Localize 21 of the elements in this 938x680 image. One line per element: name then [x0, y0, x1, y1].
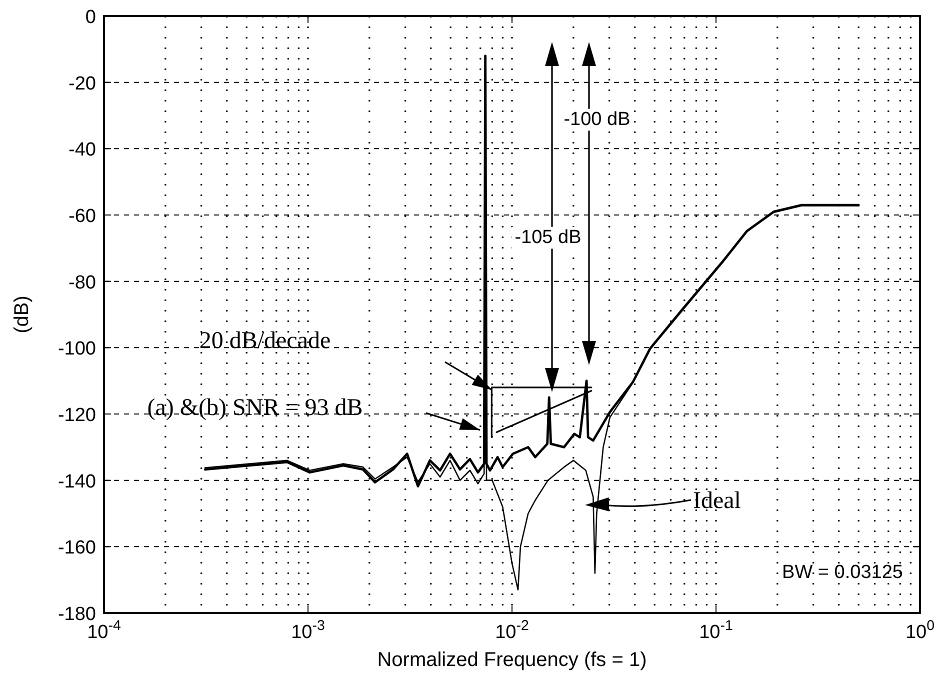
y-tick-label: 0: [85, 7, 96, 28]
y-tick-label: -100: [58, 338, 96, 360]
y-tick-label: -120: [58, 405, 96, 426]
x-axis-title: Normalized Frequency (fs = 1): [377, 649, 647, 671]
y-tick-label: -140: [58, 471, 96, 492]
annotation: -105 dB: [514, 227, 582, 248]
annotation: -100 dB: [564, 109, 630, 130]
x-tick-label: 10$^{-3}$: [291, 618, 325, 643]
x-tick-label: 10$^{-2}$: [495, 618, 529, 643]
x-tick-label: 10$^{-1}$: [699, 618, 733, 643]
y-tick-label: -180: [58, 604, 96, 625]
y-tick-label: -80: [68, 272, 96, 294]
y-tick-label: -20: [68, 73, 96, 94]
y-axis-title: (dB): [11, 296, 33, 334]
y-tick-label: -60: [68, 206, 96, 227]
annotation: 20 dB/decade: [199, 328, 331, 354]
y-tick-label: -40: [68, 140, 96, 161]
y-tick-label: -160: [58, 538, 96, 559]
annotation: Ideal: [693, 488, 742, 514]
annotation: BW = 0.03125: [782, 562, 903, 583]
x-tick-label: 10$^{0}$: [905, 618, 935, 643]
